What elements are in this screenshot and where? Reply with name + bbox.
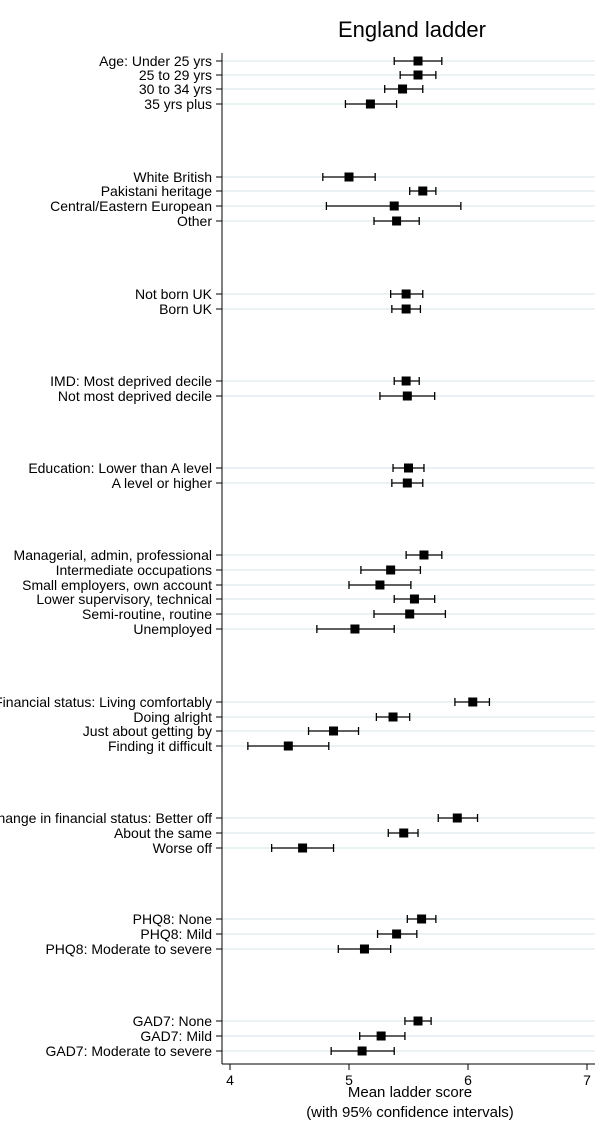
mean-marker [413,1016,423,1026]
category-label: White British [133,169,212,185]
mean-marker [376,1031,386,1041]
x-tick-label: 4 [226,1072,234,1088]
mean-marker [283,741,293,751]
mean-markers [283,56,478,1056]
category-label: Worse off [153,840,213,856]
x-tick-label: 7 [583,1072,591,1088]
mean-marker [398,84,408,94]
category-label: 30 to 34 yrs [139,81,212,97]
category-label: Intermediate occupations [56,562,212,578]
category-label: PHQ8: Moderate to severe [45,941,212,957]
mean-marker [413,56,423,66]
x-axis-label: Mean ladder score [348,1084,472,1101]
category-label: GAD7: Moderate to severe [45,1043,212,1059]
mean-marker [419,550,429,560]
mean-marker [350,624,360,634]
category-label: PHQ8: None [133,911,213,927]
mean-marker [401,289,411,299]
category-label: GAD7: None [133,1013,213,1029]
mean-marker [399,828,409,838]
mean-marker [417,914,427,924]
mean-marker [401,376,411,386]
category-label: Pakistani heritage [101,183,213,199]
mean-marker [409,594,419,604]
category-label: Finding it difficult [108,738,212,754]
mean-marker [418,186,428,196]
mean-marker [298,843,308,853]
mean-marker [389,201,399,211]
category-label: About the same [114,825,212,841]
category-label: Just about getting by [83,723,212,739]
mean-marker [392,216,402,226]
x-axis-sublabel: (with 95% confidence intervals) [306,1104,514,1121]
mean-marker [392,929,402,939]
mean-marker [357,1046,367,1056]
category-label: Born UK [159,301,213,317]
category-label: GAD7: Mild [140,1028,212,1044]
mean-marker [375,580,385,590]
category-label: Managerial, admin, professional [14,547,212,563]
mean-marker [405,609,415,619]
category-label: 25 to 29 yrs [139,67,212,83]
category-label: Financial status: Living comfortably [0,694,212,710]
confidence-intervals [247,57,491,1055]
mean-marker [468,697,478,707]
mean-marker [344,172,354,182]
mean-marker [402,391,412,401]
mean-marker [402,478,412,488]
mean-marker [401,304,411,314]
category-label: Semi-routine, routine [82,606,212,622]
x-tick-label: 6 [464,1072,472,1088]
category-label: A level or higher [112,475,213,491]
category-label: Unemployed [133,621,212,637]
category-label: Other [177,213,212,229]
category-label: Central/Eastern European [50,198,212,214]
category-label: IMD: Most deprived decile [50,373,212,389]
mean-marker [359,944,369,954]
x-axis-ticks: 4 5 6 7 [226,1064,591,1088]
category-label: Age: Under 25 yrs [99,53,212,69]
category-label: Education: Lower than A level [28,460,212,476]
mean-marker [386,565,396,575]
category-label: Not most deprived decile [58,388,212,404]
chart-title: England ladder [338,17,486,42]
category-label: Doing alright [133,709,212,725]
mean-marker [404,463,413,473]
mean-marker [329,726,339,736]
category-label: 35 yrs plus [144,96,212,112]
category-label: Change in financial status: Better off [0,810,212,826]
mean-marker [388,712,398,722]
category-label: Small employers, own account [22,577,212,593]
category-label: Lower supervisory, technical [36,591,212,607]
mean-marker [452,813,462,823]
mean-marker [365,99,375,109]
x-tick-label: 5 [345,1072,353,1088]
category-label: PHQ8: Mild [140,926,212,942]
category-label: Not born UK [135,286,213,302]
mean-marker [413,70,423,80]
